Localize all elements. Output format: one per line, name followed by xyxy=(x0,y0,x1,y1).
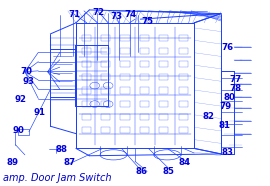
Bar xyxy=(178,48,188,54)
Text: 82: 82 xyxy=(203,112,215,121)
Bar xyxy=(140,35,149,41)
Text: 71: 71 xyxy=(69,10,81,19)
Bar xyxy=(82,127,91,133)
Bar xyxy=(140,101,149,107)
Text: 72: 72 xyxy=(93,8,105,17)
Bar xyxy=(82,61,91,67)
Bar xyxy=(101,101,110,107)
Bar xyxy=(159,114,168,120)
Text: 88: 88 xyxy=(55,145,67,154)
Bar xyxy=(101,74,110,81)
Text: 91: 91 xyxy=(34,108,46,117)
Text: 92: 92 xyxy=(15,95,27,104)
Text: 76: 76 xyxy=(222,43,234,52)
Bar xyxy=(120,114,130,120)
Text: amp. Door Jam Switch: amp. Door Jam Switch xyxy=(4,173,112,182)
Bar xyxy=(178,87,188,94)
Bar xyxy=(101,87,110,94)
Text: 86: 86 xyxy=(136,167,148,176)
Text: 81: 81 xyxy=(219,121,231,130)
Bar xyxy=(140,87,149,94)
Bar xyxy=(159,61,168,67)
Bar xyxy=(159,101,168,107)
Text: 83: 83 xyxy=(222,148,234,158)
Bar xyxy=(140,74,149,81)
Bar xyxy=(178,74,188,81)
Bar xyxy=(82,35,91,41)
Text: 93: 93 xyxy=(23,76,35,86)
Bar xyxy=(82,101,91,107)
Bar xyxy=(159,74,168,81)
Text: 75: 75 xyxy=(141,17,153,26)
Bar xyxy=(120,48,130,54)
Bar xyxy=(82,87,91,94)
Bar xyxy=(178,114,188,120)
Text: 79: 79 xyxy=(219,102,231,111)
Bar xyxy=(178,35,188,41)
Bar xyxy=(120,74,130,81)
Bar xyxy=(140,61,149,67)
Bar xyxy=(101,127,110,133)
Text: 74: 74 xyxy=(125,10,137,19)
Bar xyxy=(159,48,168,54)
Bar xyxy=(101,114,110,120)
Text: 90: 90 xyxy=(12,126,24,135)
Bar xyxy=(18,129,29,134)
Bar xyxy=(82,48,91,54)
Text: 84: 84 xyxy=(179,158,191,167)
Text: 87: 87 xyxy=(63,158,75,167)
Bar xyxy=(178,101,188,107)
Bar xyxy=(159,87,168,94)
Bar xyxy=(101,61,110,67)
Text: 89: 89 xyxy=(7,158,19,167)
Bar xyxy=(140,127,149,133)
Bar xyxy=(120,35,130,41)
Bar xyxy=(120,87,130,94)
Text: 80: 80 xyxy=(223,93,235,102)
Bar xyxy=(101,35,110,41)
Bar xyxy=(140,114,149,120)
Bar xyxy=(159,127,168,133)
Bar xyxy=(101,48,110,54)
Bar xyxy=(120,127,130,133)
Bar xyxy=(178,127,188,133)
Text: 78: 78 xyxy=(230,84,242,93)
Bar xyxy=(120,101,130,107)
Bar xyxy=(120,61,130,67)
Bar xyxy=(82,114,91,120)
Bar xyxy=(159,35,168,41)
Text: 73: 73 xyxy=(110,12,122,21)
Bar xyxy=(178,61,188,67)
Text: 85: 85 xyxy=(163,167,174,176)
Bar xyxy=(82,74,91,81)
Text: 70: 70 xyxy=(20,67,32,76)
Bar xyxy=(140,48,149,54)
Text: 77: 77 xyxy=(230,75,242,84)
